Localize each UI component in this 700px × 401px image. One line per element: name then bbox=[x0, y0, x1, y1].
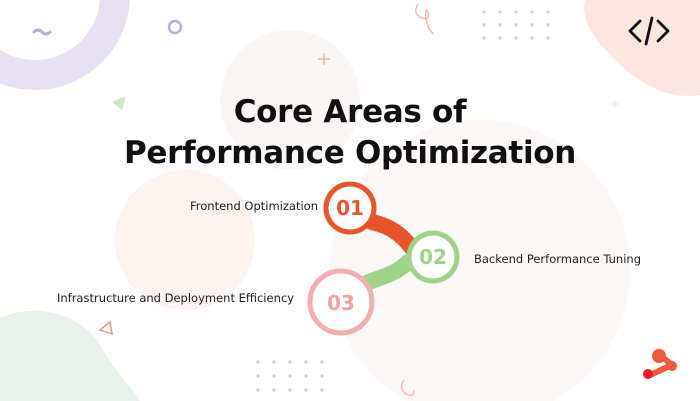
page-title-line-2: Performance Optimization bbox=[123, 135, 577, 171]
triangle-outline-icon bbox=[98, 320, 114, 336]
curl-icon-bottom bbox=[400, 379, 415, 397]
lavender-ring bbox=[0, 0, 130, 90]
step-label-1: Frontend Optimization bbox=[190, 199, 318, 213]
step-node-1: 01 bbox=[323, 181, 377, 235]
squiggle-icon bbox=[32, 28, 52, 36]
step-label-2: Backend Performance Tuning bbox=[474, 252, 641, 266]
brand-logo-icon bbox=[643, 349, 678, 379]
plus-icon-faint bbox=[611, 100, 619, 108]
plus-icon bbox=[318, 53, 330, 65]
step-node-3: 03 bbox=[307, 268, 375, 336]
step-number-1: 01 bbox=[336, 196, 364, 220]
triangle-icon-green bbox=[112, 96, 126, 110]
step-label-3: Infrastructure and Deployment Efficiency bbox=[56, 291, 294, 305]
step-ring-2 bbox=[406, 230, 460, 284]
mint-blob bbox=[0, 310, 140, 401]
bg-blob-right bbox=[330, 120, 630, 401]
step-ring-3 bbox=[307, 268, 375, 336]
curl-icon-top bbox=[415, 3, 435, 35]
peach-blob bbox=[584, 0, 700, 96]
step-number-3: 03 bbox=[327, 291, 355, 315]
code-icon bbox=[628, 16, 670, 46]
dot-grid-bottom bbox=[256, 360, 324, 392]
small-ring-icon bbox=[167, 19, 183, 35]
page-title-line-1: Core Areas of bbox=[233, 94, 467, 130]
bg-blob-left bbox=[115, 170, 255, 310]
bg-blob-top bbox=[220, 30, 360, 170]
step-node-2: 02 bbox=[406, 230, 460, 284]
dot-grid-top bbox=[482, 10, 550, 40]
step-number-2: 02 bbox=[419, 245, 447, 269]
step-ring-1 bbox=[323, 181, 377, 235]
